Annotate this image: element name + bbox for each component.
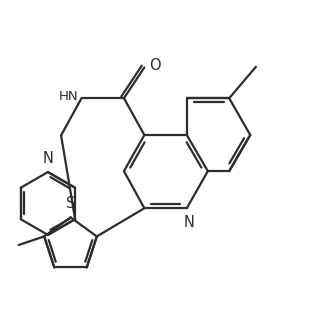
- Text: S: S: [66, 196, 75, 211]
- Text: HN: HN: [59, 91, 78, 103]
- Text: O: O: [149, 58, 161, 73]
- Text: N: N: [42, 152, 53, 167]
- Text: N: N: [184, 215, 195, 230]
